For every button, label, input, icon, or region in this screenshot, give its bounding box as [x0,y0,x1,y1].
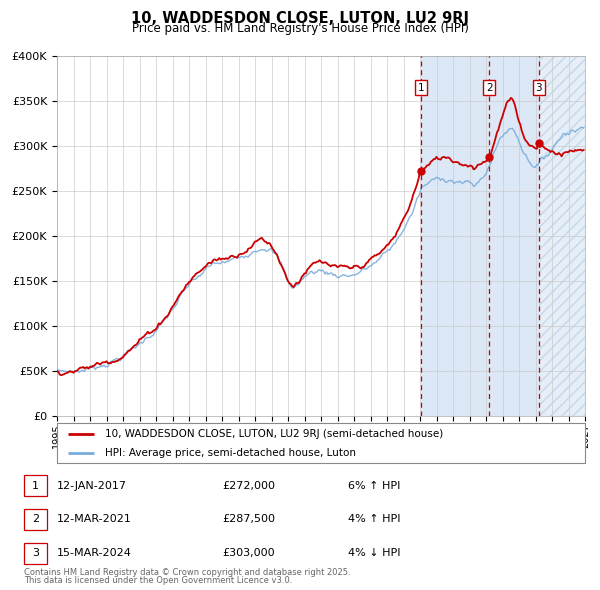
FancyBboxPatch shape [57,423,585,463]
Text: 15-MAR-2024: 15-MAR-2024 [57,548,132,558]
Text: This data is licensed under the Open Government Licence v3.0.: This data is licensed under the Open Gov… [24,576,292,585]
Text: 1: 1 [32,481,39,491]
Text: £287,500: £287,500 [222,514,275,525]
Text: 1: 1 [418,83,424,93]
Text: 12-MAR-2021: 12-MAR-2021 [57,514,132,525]
Text: Contains HM Land Registry data © Crown copyright and database right 2025.: Contains HM Land Registry data © Crown c… [24,568,350,577]
Text: 10, WADDESDON CLOSE, LUTON, LU2 9RJ: 10, WADDESDON CLOSE, LUTON, LU2 9RJ [131,11,469,25]
Text: 3: 3 [32,548,39,558]
Bar [539,56,585,416]
Text: £303,000: £303,000 [222,548,275,558]
Text: 2: 2 [486,83,493,93]
Text: 4% ↓ HPI: 4% ↓ HPI [348,548,401,558]
Text: £272,000: £272,000 [222,481,275,491]
Text: 12-JAN-2017: 12-JAN-2017 [57,481,127,491]
Text: 3: 3 [535,83,542,93]
Text: 6% ↑ HPI: 6% ↑ HPI [348,481,400,491]
Bar [539,56,585,416]
Text: Price paid vs. HM Land Registry's House Price Index (HPI): Price paid vs. HM Land Registry's House … [131,22,469,35]
Text: HPI: Average price, semi-detached house, Luton: HPI: Average price, semi-detached house,… [104,448,356,458]
Text: 2: 2 [32,514,39,525]
Text: 4% ↑ HPI: 4% ↑ HPI [348,514,401,525]
Bar [421,56,539,416]
Text: 10, WADDESDON CLOSE, LUTON, LU2 9RJ (semi-detached house): 10, WADDESDON CLOSE, LUTON, LU2 9RJ (sem… [104,430,443,440]
